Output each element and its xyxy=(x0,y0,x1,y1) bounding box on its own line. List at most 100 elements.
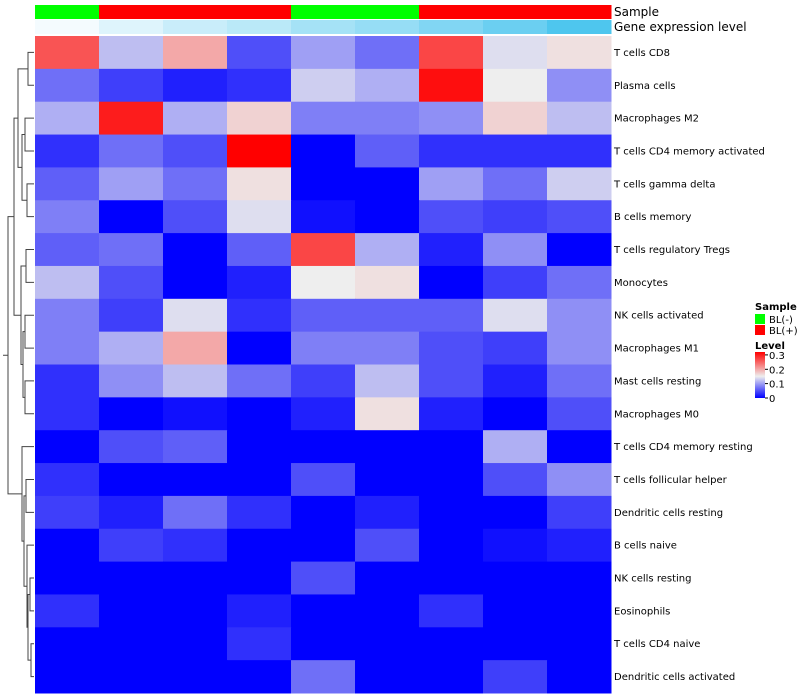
heatmap-cell xyxy=(355,397,420,431)
heatmap-cell xyxy=(291,660,356,694)
heatmap-cell xyxy=(355,68,420,103)
heatmap-cell xyxy=(35,627,100,661)
heatmap-cell xyxy=(227,561,292,595)
heatmap-cell xyxy=(163,528,228,563)
heatmap-cell xyxy=(163,331,228,365)
heatmap-cell xyxy=(163,397,228,431)
dendrogram-branch xyxy=(25,478,34,513)
heatmap-cell xyxy=(163,495,228,530)
heatmap-cell xyxy=(291,200,356,234)
heatmap-cell xyxy=(227,36,292,70)
heatmap-cell xyxy=(35,101,100,136)
heatmap-cell xyxy=(355,594,420,628)
heatmap-cell xyxy=(419,298,484,333)
heatmap-cell xyxy=(419,660,484,694)
heatmap-cell xyxy=(483,200,548,234)
heatmap-cell xyxy=(483,397,548,431)
expression-annotation-cell xyxy=(483,20,548,34)
expression-annotation-cell xyxy=(291,20,356,34)
heatmap-cell xyxy=(419,528,484,563)
heatmap-cell xyxy=(419,331,484,365)
heatmap-cell xyxy=(99,101,164,136)
legend-level-ticks: 0.3 0.2 0.1 0 xyxy=(765,351,785,405)
heatmap-cell xyxy=(483,36,548,70)
heatmap-cell xyxy=(99,594,164,628)
heatmap-cell xyxy=(99,364,164,398)
heatmap-cell xyxy=(419,594,484,628)
heatmap-cell xyxy=(355,528,420,563)
row-label: T cells gamma delta xyxy=(613,179,715,190)
legend-item-label: BL(-) xyxy=(769,315,793,326)
row-label: Monocytes xyxy=(614,278,668,289)
heatmap-cell xyxy=(99,627,164,661)
heatmap-cell xyxy=(547,627,612,661)
heatmap-cell xyxy=(163,627,228,661)
heatmap-cell xyxy=(483,430,548,464)
heatmap-cell xyxy=(419,167,484,201)
heatmap-cell xyxy=(547,594,612,628)
heatmap-cell xyxy=(291,265,356,300)
heatmap-cell xyxy=(355,364,420,398)
heatmap-cell xyxy=(291,101,356,136)
row-label: B cells memory xyxy=(614,212,691,223)
heatmap-cell xyxy=(291,463,356,497)
heatmap-cell xyxy=(419,101,484,136)
heatmap-cell xyxy=(547,463,612,497)
heatmap-cell xyxy=(483,68,548,103)
heatmap-cell xyxy=(547,200,612,234)
heatmap-cell xyxy=(355,298,420,333)
heatmap-cell xyxy=(227,233,292,267)
sample-annotation-cell xyxy=(483,5,548,19)
dendrogram-branch xyxy=(26,183,34,218)
row-label: T cells CD4 naive xyxy=(613,639,700,650)
heatmap-cell xyxy=(291,594,356,628)
heatmap-cell xyxy=(99,298,164,333)
heatmap-cell xyxy=(355,495,420,530)
heatmap-cell xyxy=(35,134,100,168)
heatmap-cell xyxy=(547,364,612,398)
heatmap-cell xyxy=(99,397,164,431)
heatmap-cell xyxy=(227,134,292,168)
expression-annotation-cell xyxy=(99,20,164,34)
heatmap-cell xyxy=(547,397,612,431)
heatmap-cell xyxy=(227,594,292,628)
heatmap-cell xyxy=(227,298,292,333)
heatmap-cell xyxy=(291,167,356,201)
heatmap-cell xyxy=(547,430,612,464)
heatmap-cell xyxy=(483,594,548,628)
heatmap-cell xyxy=(291,528,356,563)
dendrogram-branch xyxy=(24,380,34,415)
legend: Sample BL(-)BL(+) Level 0.3 0.2 0.1 0 xyxy=(755,302,798,405)
heatmap-cell xyxy=(483,167,548,201)
heatmap-cell xyxy=(35,430,100,464)
heatmap-cell xyxy=(227,101,292,136)
heatmap-cell xyxy=(419,265,484,300)
heatmap-cell xyxy=(291,36,356,70)
heatmap-cell xyxy=(35,265,100,300)
row-label: B cells naive xyxy=(614,541,677,552)
heatmap-cell xyxy=(419,134,484,168)
heatmap-cell xyxy=(419,36,484,70)
row-label: NK cells activated xyxy=(614,311,704,322)
heatmap-cell xyxy=(99,660,164,694)
heatmap-cell xyxy=(227,495,292,530)
heatmap-cell xyxy=(35,200,100,234)
heatmap-cell xyxy=(163,68,228,103)
heatmap-cell xyxy=(355,167,420,201)
heatmap-cell xyxy=(547,134,612,168)
legend-swatch xyxy=(755,325,765,335)
heatmap-cell xyxy=(355,36,420,70)
heatmap-cell xyxy=(35,233,100,267)
heatmap-cell xyxy=(35,167,100,201)
heatmap-cell xyxy=(227,397,292,431)
heatmap-cell xyxy=(163,101,228,136)
heatmap-cell xyxy=(99,167,164,201)
row-label: T cells regulatory Tregs xyxy=(613,245,730,256)
heatmap-cell xyxy=(99,463,164,497)
heatmap-cell xyxy=(99,200,164,234)
heatmap-cell xyxy=(483,364,548,398)
heatmap-cell xyxy=(547,298,612,333)
heatmap-cell xyxy=(419,200,484,234)
heatmap-cell xyxy=(163,36,228,70)
